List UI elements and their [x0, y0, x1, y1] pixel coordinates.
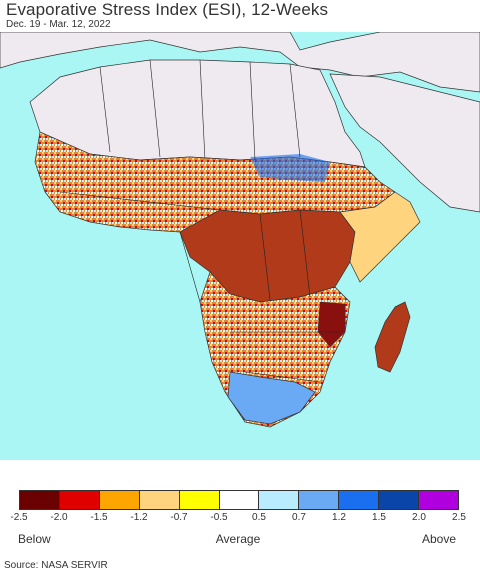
legend-swatch-2: [99, 491, 140, 509]
legend-swatch-7: [299, 491, 340, 509]
legend-tick-label: -0.5: [210, 512, 228, 523]
south-africa-wet-area: [227, 371, 316, 425]
africa-map-svg: [0, 32, 480, 428]
legend-tick-label: 0.5: [252, 512, 266, 523]
legend-tick-label: -2.0: [50, 512, 68, 523]
legend-swatch-10: [419, 491, 458, 509]
legend-label-below: Below: [18, 532, 51, 546]
legend-swatch-8: [339, 491, 380, 509]
legend-swatch-0: [20, 491, 60, 509]
legend-label-average: Average: [215, 532, 261, 546]
legend-color-bar: [19, 490, 459, 510]
legend-tick-label: -1.2: [130, 512, 148, 523]
sudan-wet-patch: [250, 154, 330, 182]
legend-swatch-1: [59, 491, 100, 509]
legend-swatch-9: [379, 491, 420, 509]
legend-tick-label: 0.7: [292, 512, 306, 523]
horn-of-africa: [339, 191, 421, 283]
legend-tick-label: 1.2: [332, 512, 346, 523]
mozambique-dry-patch: [317, 301, 346, 348]
legend-label-above: Above: [422, 532, 457, 546]
legend-tick-label: -1.5: [90, 512, 108, 523]
arabia-landmass: [329, 73, 480, 213]
legend-swatch-5: [219, 491, 260, 509]
esi-map: [0, 32, 480, 460]
legend-tick-label: -0.7: [170, 512, 188, 523]
legend-tick-label: 2.5: [452, 512, 466, 523]
legend-tick-label: 2.0: [412, 512, 426, 523]
date-range: Dec. 19 - Mar. 12, 2022: [6, 19, 111, 30]
source-credit: Source: NASA SERVIR: [4, 560, 108, 571]
legend-tick-label: -2.5: [10, 512, 28, 523]
map-title: Evaporative Stress Index (ESI), 12-Weeks: [6, 0, 329, 19]
legend-swatch-4: [179, 491, 220, 509]
legend-tick-label: 1.5: [372, 512, 386, 523]
country-borders: [59, 59, 340, 383]
legend-swatch-3: [139, 491, 180, 509]
legend-swatch-6: [259, 491, 300, 509]
madagascar: [374, 301, 411, 373]
